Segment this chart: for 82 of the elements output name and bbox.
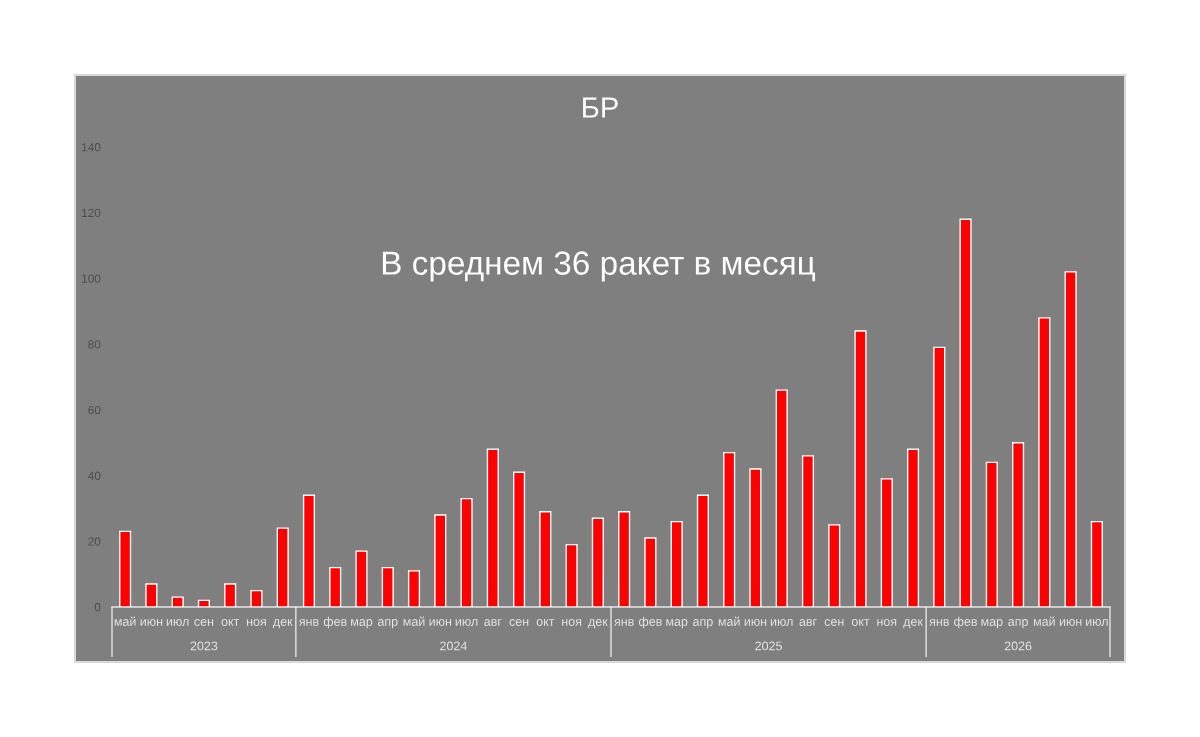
x-tick-label: фев xyxy=(638,616,662,629)
x-axis-title: 2024 xyxy=(440,641,467,651)
bar xyxy=(801,455,815,607)
bar xyxy=(119,530,132,607)
x-tick-label: янв xyxy=(929,619,949,626)
bar xyxy=(775,389,788,607)
bar xyxy=(486,448,499,607)
x-tick-label: ноя xyxy=(877,619,897,626)
x-tick-label: июл xyxy=(166,619,189,626)
x-tick-label: июн xyxy=(429,619,452,626)
x-tick-label: мар xyxy=(981,619,1003,629)
x-tick-label: ноя xyxy=(562,619,582,626)
bar xyxy=(250,589,263,607)
x-tick-label: окт xyxy=(536,619,555,626)
bar xyxy=(565,543,578,607)
x-tick-label: дек xyxy=(588,619,608,629)
x-tick-label: май xyxy=(718,616,740,626)
x-tick-label: окт xyxy=(851,619,870,626)
x-tick-label: янв xyxy=(298,619,319,626)
x-tick-label: июн xyxy=(140,619,163,626)
bar xyxy=(355,550,368,607)
bar xyxy=(828,524,841,607)
x-tick-label: ноя xyxy=(247,619,266,626)
x-tick-label: июн xyxy=(1059,619,1082,626)
x-tick-label: фев xyxy=(323,616,347,629)
x-tick-label: мар xyxy=(351,619,373,629)
annotation: В среднем 36 ракет в месяц xyxy=(382,251,816,282)
bar xyxy=(880,478,893,607)
bar xyxy=(1011,442,1025,607)
bar xyxy=(539,511,552,607)
bar xyxy=(513,471,526,607)
x-tick-label: сен xyxy=(509,619,529,626)
x-tick-label: июл xyxy=(1086,619,1108,626)
x-axis-title: 2023 xyxy=(190,641,218,651)
x-tick-label: фев xyxy=(954,616,977,629)
bar xyxy=(329,566,342,607)
x-tick-label: окт xyxy=(221,619,240,626)
chart-title: БР xyxy=(583,97,618,118)
x-tick-label: апр xyxy=(693,619,713,629)
bar xyxy=(171,596,184,607)
bar xyxy=(985,461,998,607)
bar xyxy=(854,330,867,607)
bar xyxy=(434,514,447,607)
x-tick-label: сен xyxy=(824,619,844,626)
bar xyxy=(696,494,709,607)
bar xyxy=(1064,271,1077,607)
x-tick-label: дек xyxy=(903,619,923,629)
bar xyxy=(145,583,158,607)
bar xyxy=(197,599,211,607)
x-tick-label: янв xyxy=(614,619,634,626)
bar xyxy=(591,517,604,607)
bar xyxy=(723,451,736,607)
bar xyxy=(407,570,421,607)
x-axis-title: 2025 xyxy=(755,641,782,651)
bar xyxy=(460,497,473,607)
bar xyxy=(1038,317,1051,607)
x-tick-label: май xyxy=(1033,616,1055,626)
x-tick-label: июн xyxy=(744,619,767,626)
bar xyxy=(618,511,631,607)
bar xyxy=(1090,520,1103,607)
bar xyxy=(276,527,289,607)
bar xyxy=(749,468,762,607)
x-tick-label: авг xyxy=(484,619,502,626)
bar xyxy=(670,520,683,607)
x-axis-title: 2026 xyxy=(1004,641,1032,651)
bar xyxy=(381,566,394,607)
bar xyxy=(933,346,946,607)
x-tick-label: мар xyxy=(666,619,688,629)
bar xyxy=(644,537,657,607)
x-tick-label: сен xyxy=(194,619,214,626)
bar xyxy=(224,583,237,607)
x-tick-label: май xyxy=(403,616,425,626)
x-tick-label: апр xyxy=(377,619,398,629)
bar xyxy=(302,494,316,607)
x-tick-label: дек xyxy=(272,619,293,629)
x-tick-label: май xyxy=(114,616,136,626)
x-tick-label: апр xyxy=(1008,619,1028,629)
bar xyxy=(906,448,920,607)
bar xyxy=(959,218,972,607)
x-tick-label: июл xyxy=(455,619,478,626)
x-tick-label: авг xyxy=(799,619,817,626)
x-tick-label: июл xyxy=(770,619,793,626)
